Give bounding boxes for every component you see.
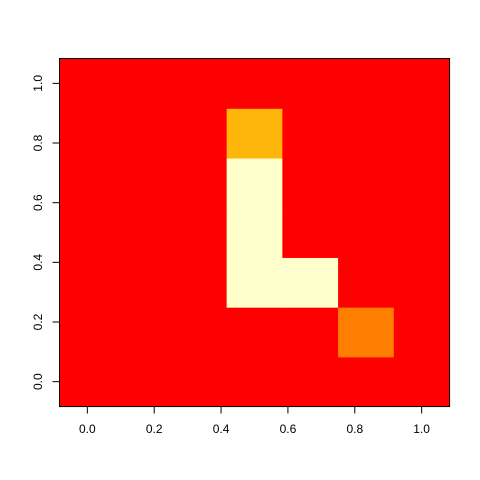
heatmap-cell [282,207,339,258]
heatmap-cell [170,58,228,109]
heatmap-cell [338,157,395,209]
heatmap-cell [59,157,116,209]
heatmap-cell [338,257,395,308]
heatmap-cell [226,257,283,308]
heatmap-cell [282,108,339,159]
x-tick-label: 0.6 [280,422,297,436]
heatmap-cell [393,108,451,159]
heatmap-cell [226,58,283,109]
heatmap-cell [282,157,339,209]
heatmap-cell [226,207,283,258]
y-tick-label: 0.2 [31,313,45,330]
y-axis: 0.0 0.2 0.4 0.6 0.8 1.0 [31,75,60,390]
heatmap-cell [393,307,451,358]
heatmap-cell [282,257,339,308]
heatmap-cell [282,307,339,358]
heatmap-cell [115,257,172,308]
heatmap-cell [59,356,116,408]
heatmap-cell [115,157,172,209]
x-tick-label: 0.4 [213,422,230,436]
heatmap-cell [338,108,395,159]
heatmap-cell [393,257,451,308]
heatmap-cell [115,108,172,159]
heatmap-cell [338,58,395,109]
heatmap-cell [115,356,172,408]
heatmap-cell [59,58,116,109]
heatmap-cell [393,356,451,408]
heatmap-cell [338,307,395,358]
heatmap-cell [338,207,395,258]
heatmap-cell [59,207,116,258]
heatmap-cell [393,207,451,258]
heatmap-cell [170,108,228,159]
heatmap-cell [170,257,228,308]
heatmap-cell [170,207,228,258]
x-tick-label: 1.0 [413,422,430,436]
y-tick-label: 1.0 [31,75,45,92]
heatmap-cell [115,58,172,109]
heatmap-cell [115,307,172,358]
heatmap-cell [59,108,116,159]
y-tick-label: 0.6 [31,194,45,211]
x-tick-label: 0.2 [146,422,163,436]
y-tick-label: 0.4 [31,254,45,271]
heatmap-cell [226,356,283,408]
heatmap-cell [115,207,172,258]
heatmap-cell [226,307,283,358]
heatmap-cell [170,307,228,358]
heatmap-cell [170,356,228,408]
heatmap-cell [170,157,228,209]
heatmap-cell [393,58,451,109]
y-tick-label: 0.0 [31,373,45,390]
heatmap-cell [282,58,339,109]
heatmap-cell [338,356,395,408]
heatmap-cell [282,356,339,408]
heatmap-cell [59,307,116,358]
x-tick-label: 0.0 [79,422,96,436]
heatmap-cell [226,108,283,159]
x-axis: 0.0 0.2 0.4 0.6 0.8 1.0 [79,406,430,436]
heatmap-cells [59,58,451,408]
heatmap-cell [393,157,451,209]
y-tick-label: 0.8 [31,134,45,151]
heatmap-cell [226,157,283,209]
heatmap-cell [59,257,116,308]
x-tick-label: 0.8 [346,422,363,436]
